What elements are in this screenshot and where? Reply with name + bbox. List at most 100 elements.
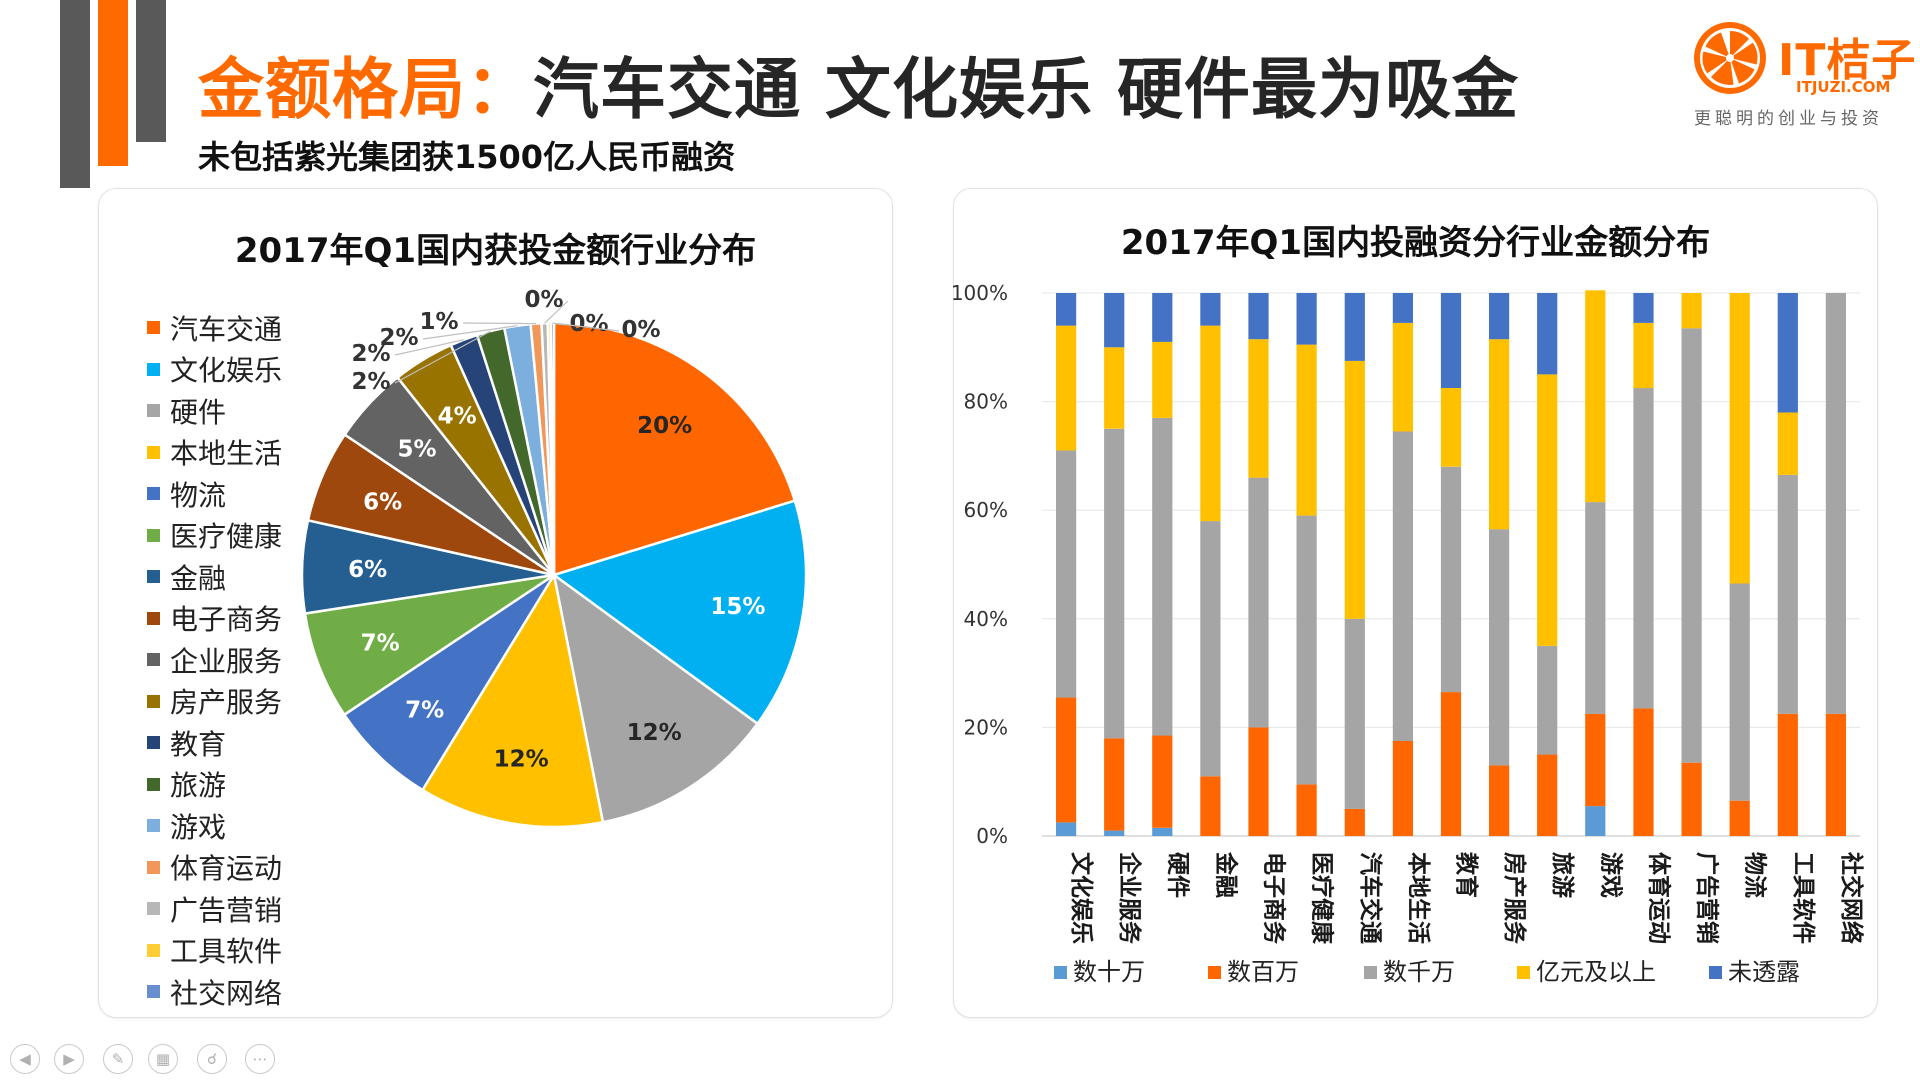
pie-slice (420, 571, 605, 829)
bar-category-label: 文化娱乐 (1068, 852, 1095, 944)
zoom-button[interactable]: ☌ (197, 1044, 227, 1074)
pie-data-label: 4% (438, 404, 477, 430)
bar-segment (1537, 646, 1558, 755)
bar-segment (1729, 293, 1750, 584)
pie-data-label: 15% (710, 594, 765, 620)
page-title-highlight: 金额格局： (198, 51, 533, 128)
bar-y-tick-label: 20% (964, 715, 1008, 739)
pie-legend-item: 物流 (147, 473, 282, 515)
pie-leader-line (544, 300, 569, 324)
bar-segment (1200, 521, 1221, 777)
bar-segment (1537, 293, 1558, 375)
pie-legend-label: 文化娱乐 (170, 354, 283, 388)
pie-leader-line (394, 330, 491, 384)
pie-legend-swatch (147, 487, 160, 501)
bar-segment (1200, 776, 1221, 836)
pie-data-label: 0% (524, 287, 563, 313)
bar-segment (1777, 713, 1798, 836)
bar-segment (1777, 412, 1798, 475)
bar-segment (1056, 293, 1077, 326)
bar-category-label: 本地生活 (1405, 852, 1431, 944)
bar-segment (1104, 738, 1125, 831)
pie-legend-label: 硬件 (170, 395, 227, 429)
bar-segment (1344, 618, 1365, 809)
page-subtitle: 未包括紫光集团获1500亿人民币融资 (198, 138, 736, 176)
bar-segment (1392, 322, 1413, 432)
pie-legend-swatch (147, 528, 160, 542)
bar-segment (1248, 339, 1269, 478)
bar-segment (1585, 713, 1606, 807)
pie-legend-item: 工具软件 (147, 930, 282, 972)
pie-legend: 汽车交通 文化娱乐 硬件 本地生活 物流 医疗健康 金融 电子商务 企业服务 房产服务 教育 旅游 游戏… (147, 307, 282, 1013)
pie-legend-item: 本地生活 (147, 432, 282, 474)
pie-legend-item: 文化娱乐 (147, 349, 282, 391)
pie-slice (303, 573, 555, 717)
bar-segment (1152, 827, 1173, 836)
bar-category-label: 游戏 (1597, 852, 1624, 898)
bar-segment (1729, 800, 1750, 836)
bar-category-label: 物流 (1742, 852, 1769, 898)
next-slide-button[interactable]: ▶ (54, 1044, 84, 1074)
pie-data-label: 6% (348, 557, 387, 583)
pie-data-label: 1% (419, 309, 458, 335)
prev-slide-button[interactable]: ◀ (10, 1044, 40, 1074)
pie-legend-item: 游戏 (147, 805, 282, 847)
pie-legend-label: 汽车交通 (170, 312, 283, 346)
pie-legend-swatch (147, 736, 160, 750)
bar-segment (1392, 431, 1413, 741)
bar-segment (1633, 388, 1654, 709)
bar-segment (1585, 502, 1606, 714)
bar-segment (1440, 466, 1462, 693)
pie-leader-line (422, 325, 518, 340)
pie-legend-label: 电子商务 (170, 603, 283, 637)
bar-segment (1344, 293, 1365, 361)
pie-legend-label: 体育运动 (170, 852, 283, 886)
bar-segment (1489, 529, 1510, 766)
bar-segment (1104, 347, 1125, 429)
pie-legend-label: 金融 (170, 561, 227, 595)
pie-legend-swatch (147, 445, 160, 459)
pie-data-label: 12% (494, 747, 549, 773)
pie-data-label: 20% (637, 413, 692, 439)
bar-legend-label: 数千万 (1383, 958, 1455, 986)
pie-legend-label: 游戏 (170, 810, 227, 844)
bar-segment (1248, 477, 1269, 728)
bar-y-tick-label: 100% (951, 281, 1008, 305)
pie-slice (551, 499, 808, 726)
pie-legend-label: 广告营销 (170, 893, 283, 927)
bar-category-label-group: 本地生活 (1405, 852, 1431, 944)
bar-legend-label: 数百万 (1227, 958, 1299, 986)
pie-legend-swatch (147, 570, 160, 584)
pie-legend-label: 物流 (170, 478, 227, 512)
pie-legend-swatch (147, 860, 160, 874)
slide-overview-button[interactable]: ▦ (148, 1044, 178, 1074)
bar-segment (1248, 293, 1269, 340)
bar-segment (1344, 808, 1365, 836)
bar-category-label: 社交网络 (1838, 852, 1865, 944)
pie-legend-label: 房产服务 (170, 686, 283, 720)
pie-data-label: 0% (621, 317, 660, 343)
bar-segment (1825, 293, 1846, 714)
pie-data-label: 2% (351, 369, 390, 395)
pie-data-label: 12% (627, 720, 682, 746)
bar-category-label: 房产服务 (1501, 852, 1528, 945)
bar-category-label-group: 工具软件 (1790, 852, 1817, 944)
bar-segment (1056, 822, 1077, 836)
bar-category-label-group: 物流 (1742, 852, 1769, 898)
pie-legend-item: 房产服务 (147, 681, 282, 723)
bar-segment (1440, 293, 1462, 388)
bar-segment (1489, 293, 1510, 340)
more-options-button[interactable]: ⋯ (245, 1044, 275, 1074)
pie-legend-item: 广告营销 (147, 888, 282, 930)
bar-segment (1152, 735, 1173, 828)
pie-legend-label: 社交网络 (170, 976, 283, 1010)
pie-legend-item: 教育 (147, 722, 282, 764)
pie-legend-swatch (147, 694, 160, 708)
pie-legend-swatch (147, 902, 160, 916)
pie-legend-swatch (147, 819, 160, 833)
bar-legend-label: 未透露 (1728, 958, 1800, 986)
pen-tool-button[interactable]: ✎ (103, 1044, 133, 1074)
pie-legend-item: 硬件 (147, 390, 282, 432)
bar-segment (1825, 713, 1846, 836)
pie-legend-swatch (147, 611, 160, 625)
